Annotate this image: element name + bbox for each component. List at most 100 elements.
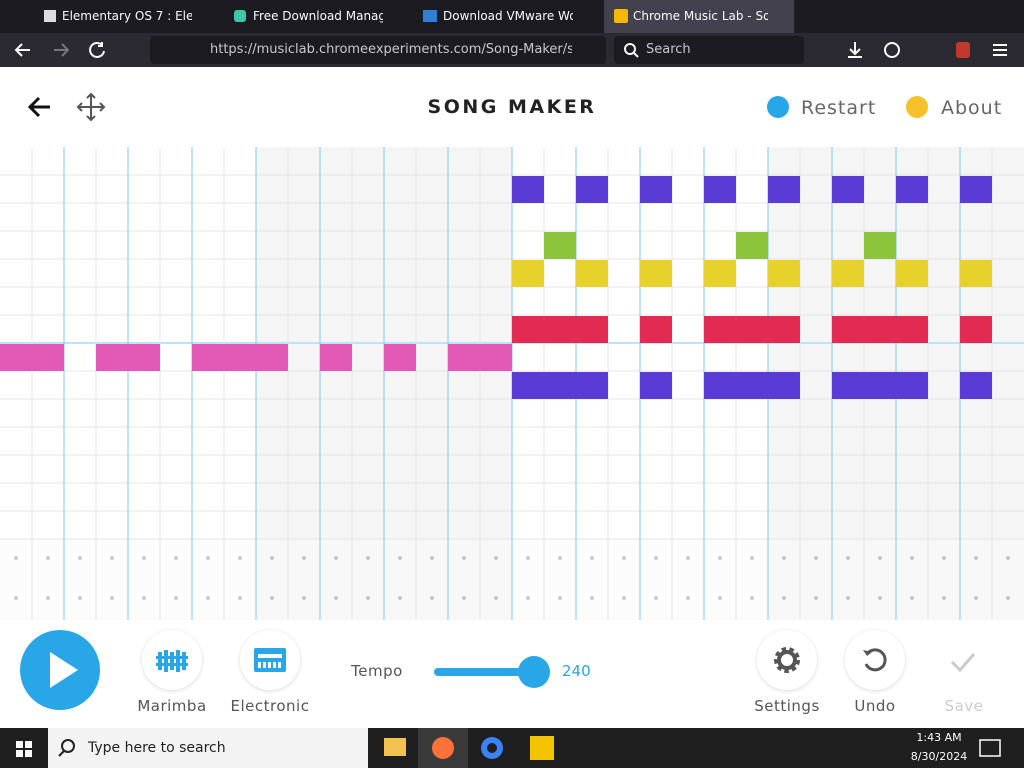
instrument-label[interactable]: Marimba <box>137 697 207 715</box>
drum-dot <box>430 556 434 560</box>
drum-dot <box>622 596 626 600</box>
drum-dot <box>14 596 18 600</box>
restart[interactable]: Restart <box>801 97 876 119</box>
note <box>736 372 768 399</box>
note <box>256 344 288 371</box>
drum-dot <box>1006 556 1010 560</box>
note <box>832 372 864 399</box>
note <box>736 232 768 259</box>
undo-label[interactable]: Undo <box>854 697 896 715</box>
search-box[interactable] <box>614 36 804 64</box>
note <box>896 372 928 399</box>
drum-dot <box>622 556 626 560</box>
note <box>768 260 800 287</box>
tab-icon <box>234 10 246 22</box>
note <box>864 316 896 343</box>
note <box>640 260 672 287</box>
drum-dot <box>206 596 210 600</box>
drum-dot <box>558 596 562 600</box>
drum-dot <box>334 556 338 560</box>
url[interactable]: https://musiclab.chromeexperiments.com/S… <box>210 42 572 57</box>
active-tab[interactable] <box>604 0 794 33</box>
note <box>576 176 608 203</box>
undo-button[interactable] <box>845 630 905 690</box>
note <box>544 316 576 343</box>
drum-dot <box>494 596 498 600</box>
tab-icon <box>44 10 56 22</box>
app-title: SONG MAKER <box>428 96 597 118</box>
tab-icon <box>614 9 628 23</box>
ext-icon[interactable] <box>956 42 970 58</box>
note <box>896 316 928 343</box>
note-grid[interactable] <box>0 147 1024 620</box>
drum-dot <box>494 556 498 560</box>
note <box>960 316 992 343</box>
tempo-slider[interactable] <box>430 655 560 689</box>
settings-label[interactable]: Settings <box>754 697 820 715</box>
tab[interactable]: Elementary OS 7 : Elemen <box>62 9 192 23</box>
drum-dot <box>814 596 818 600</box>
drum-dot <box>46 556 50 560</box>
about-icon[interactable] <box>906 96 928 118</box>
taskbar-search[interactable] <box>48 728 368 768</box>
note <box>384 344 416 371</box>
drum-dot <box>686 596 690 600</box>
drum-dot <box>430 596 434 600</box>
drum-dot <box>142 596 146 600</box>
tab[interactable]: Download VMware Work <box>443 9 573 23</box>
note <box>448 344 480 371</box>
drum-dot <box>398 596 402 600</box>
search-text[interactable]: Search <box>646 42 691 57</box>
tab-icon <box>423 10 437 22</box>
note <box>576 372 608 399</box>
move-icon[interactable] <box>76 92 106 122</box>
tab[interactable]: Chrome Music Lab - Son <box>633 9 768 23</box>
drum-dot <box>366 596 370 600</box>
restart-icon[interactable] <box>767 96 789 118</box>
clock-date: 8/30/2024 <box>910 750 968 763</box>
back-icon[interactable] <box>27 96 50 118</box>
settings-button[interactable] <box>757 630 817 690</box>
note <box>960 260 992 287</box>
note <box>32 344 64 371</box>
drum-dot <box>750 556 754 560</box>
drum-dot <box>974 596 978 600</box>
note <box>864 232 896 259</box>
drum-dot <box>910 596 914 600</box>
drum-dot <box>878 556 882 560</box>
drum-dot <box>398 556 402 560</box>
note <box>192 344 224 371</box>
note <box>544 372 576 399</box>
note <box>512 372 544 399</box>
drum-dot <box>110 596 114 600</box>
note <box>640 176 672 203</box>
drum-dot <box>270 596 274 600</box>
drum-dot <box>78 596 82 600</box>
save-icon[interactable] <box>934 640 994 680</box>
drum-dot <box>526 556 530 560</box>
tempo-value: 240 <box>562 662 591 680</box>
drum-dot <box>654 556 658 560</box>
url-bar[interactable] <box>150 36 606 64</box>
drum-dot <box>590 556 594 560</box>
note <box>544 232 576 259</box>
drum-dot <box>942 556 946 560</box>
taskbar-search-text[interactable]: Type here to search <box>88 740 226 756</box>
drum-dot <box>878 596 882 600</box>
nav-icons <box>14 42 1007 58</box>
drum-dot <box>590 596 594 600</box>
tab[interactable]: Free Download Manager <box>253 9 383 23</box>
drum-dot <box>46 596 50 600</box>
drum-dot <box>974 556 978 560</box>
save-label[interactable]: Save <box>944 697 984 715</box>
play-button[interactable] <box>20 630 100 710</box>
drum-dot <box>334 596 338 600</box>
drum-dot <box>846 556 850 560</box>
electronic-button[interactable] <box>240 630 300 690</box>
instrument-label[interactable]: Electronic <box>230 697 310 715</box>
drum-dot <box>238 596 242 600</box>
note <box>512 316 544 343</box>
marimba-button[interactable] <box>142 630 202 690</box>
about[interactable]: About <box>941 97 1002 119</box>
note <box>960 176 992 203</box>
